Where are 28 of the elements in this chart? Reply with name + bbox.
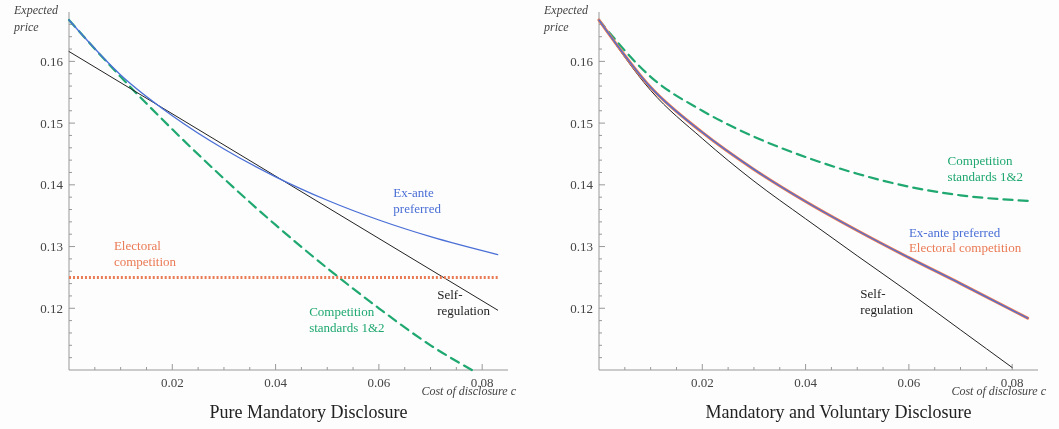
x-tick-label: 0.06: [367, 375, 391, 390]
series-label: Competition standards 1&2: [947, 153, 1024, 185]
y-tick-label: 0.15: [40, 115, 63, 131]
y-tick-label: 0.13: [40, 239, 63, 255]
x-tick-label: 0.02: [160, 375, 184, 390]
y-tick-label: 0.14: [570, 177, 594, 193]
series-label: Competition standards 1&2: [309, 304, 385, 336]
x-tick-label: 0.02: [690, 375, 714, 390]
y-tick-label: 0.16: [40, 53, 64, 69]
x-tick-label: 0.06: [897, 375, 921, 390]
y-tick-label: 0.12: [570, 300, 593, 316]
x-tick-label: 0.04: [794, 375, 818, 390]
y-tick-label: 0.15: [570, 115, 593, 131]
y-tick-label: 0.16: [570, 53, 594, 69]
text: Pure Mandatory Disclosure: [209, 402, 408, 422]
series-label: Electoral competition: [908, 240, 1022, 256]
series-label: Ex-ante preferred: [393, 185, 442, 217]
y-tick-label: 0.12: [40, 300, 63, 316]
y-tick-label: 0.13: [570, 239, 593, 255]
series-label: Electoral competition: [113, 238, 177, 270]
series-label: Self-regulation: [437, 287, 491, 319]
series-label: Ex-ante preferred: [908, 224, 1001, 240]
text: Mandatory and Voluntary Disclosure: [705, 402, 972, 422]
y-axis-title: Expected price: [13, 3, 59, 34]
y-axis-title: Expected price: [543, 3, 589, 34]
y-tick-label: 0.14: [40, 177, 64, 193]
x-tick-label: 0.04: [264, 375, 288, 390]
series-label: Self-regulation: [860, 285, 914, 317]
